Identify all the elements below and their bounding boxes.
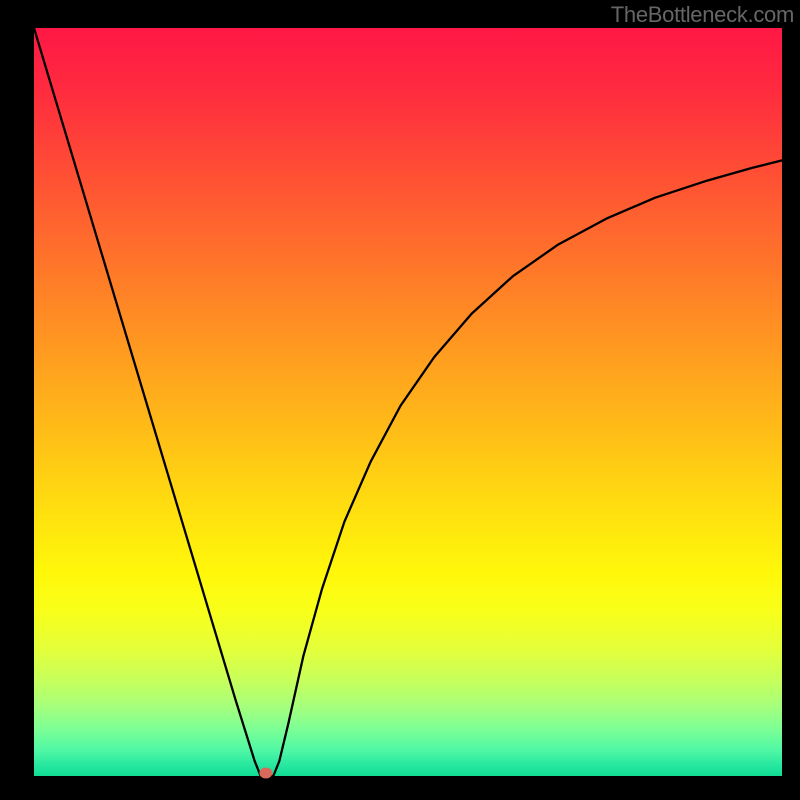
optimal-point-marker: [259, 768, 272, 779]
bottleneck-chart: [0, 0, 800, 800]
chart-container: TheBottleneck.com: [0, 0, 800, 800]
watermark-label: TheBottleneck.com: [611, 0, 800, 28]
